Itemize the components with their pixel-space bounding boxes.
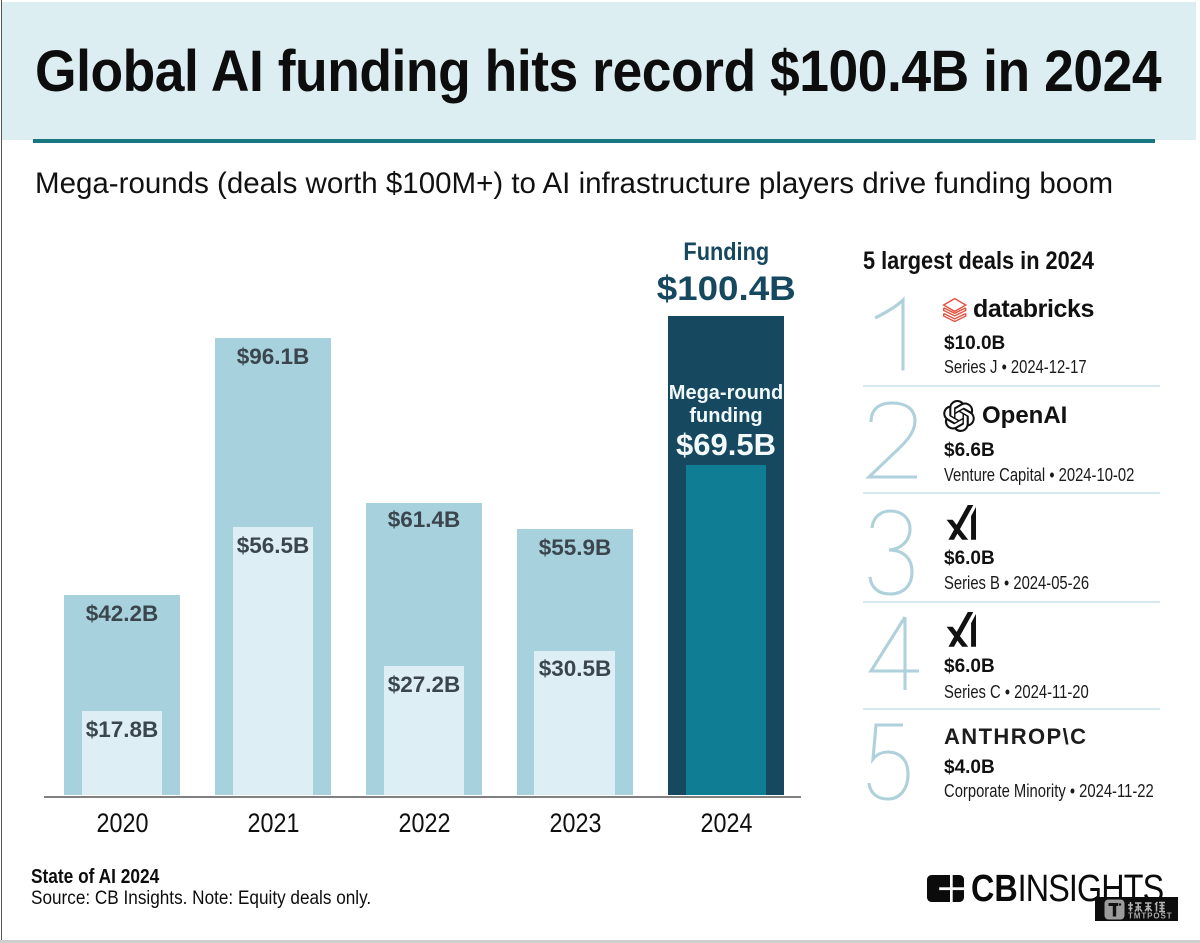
- svg-text:TMTPOST: TMTPOST: [1128, 912, 1173, 921]
